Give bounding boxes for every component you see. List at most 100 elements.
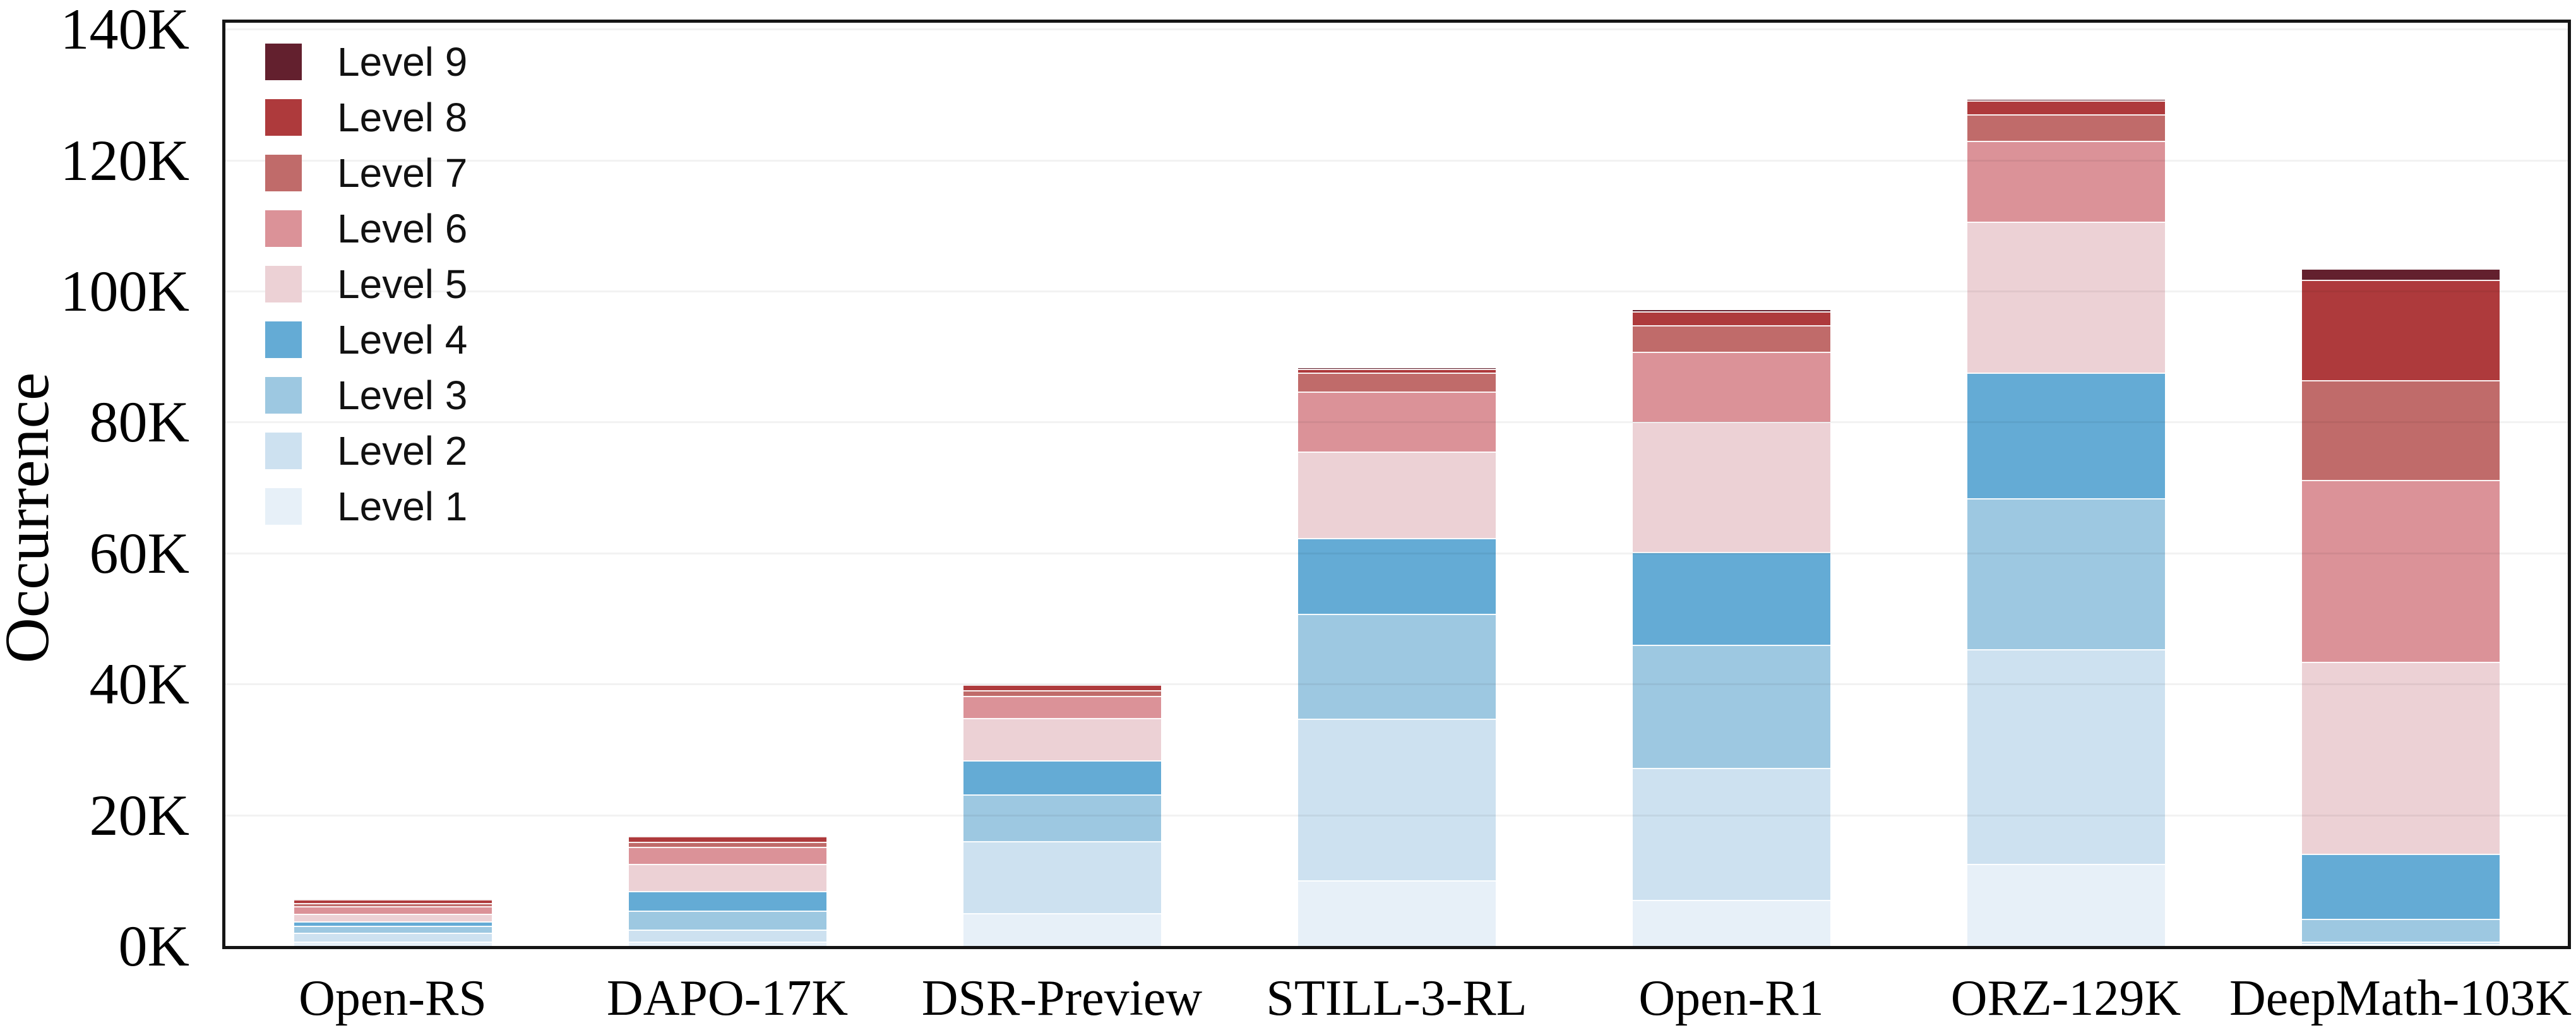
y-tick-label-40K: 40K xyxy=(89,652,189,717)
legend-label: Level 5 xyxy=(337,261,468,307)
segment-separator xyxy=(1967,222,2165,224)
segment-separator xyxy=(1298,392,1496,393)
segment-separator xyxy=(294,921,492,923)
segment-separator xyxy=(1633,551,1830,553)
segment-separator xyxy=(1967,372,2165,374)
bar-open-rs xyxy=(294,23,492,946)
bar-segment-level-7 xyxy=(2302,381,2500,481)
segment-separator xyxy=(294,933,492,935)
bar-segment-level-2 xyxy=(1298,719,1496,882)
segment-separator xyxy=(294,903,492,905)
segment-separator xyxy=(1967,140,2165,142)
segment-separator xyxy=(2302,919,2500,921)
gridline-80k xyxy=(225,421,2568,424)
segment-separator xyxy=(2302,380,2500,382)
segment-separator xyxy=(629,842,826,844)
bar-segment-level-4 xyxy=(1967,373,2165,499)
segment-separator xyxy=(963,760,1161,762)
bar-segment-level-4 xyxy=(294,921,492,927)
x-tick-label-open-r1: Open-R1 xyxy=(1638,971,1824,1026)
legend-label: Level 9 xyxy=(337,39,468,85)
x-tick-label-still-3-rl: STILL-3-RL xyxy=(1266,971,1527,1026)
legend-item-level-6: Level 6 xyxy=(265,206,468,251)
segment-separator xyxy=(2302,942,2500,943)
bar-segment-level-5 xyxy=(963,719,1161,762)
bar-segment-level-1 xyxy=(294,942,492,946)
legend-swatch-icon xyxy=(265,44,302,80)
segment-separator xyxy=(1298,373,1496,374)
bar-segment-level-3 xyxy=(1633,645,1830,769)
segment-separator xyxy=(2302,662,2500,664)
y-tick-label-120K: 120K xyxy=(60,128,189,193)
segment-separator xyxy=(963,912,1161,914)
legend-swatch-icon xyxy=(265,377,302,414)
bar-segment-level-5 xyxy=(2302,662,2500,854)
segment-separator xyxy=(963,685,1161,686)
y-tick-label-100K: 100K xyxy=(60,259,189,324)
bar-segment-level-7 xyxy=(629,842,826,848)
legend-item-level-1: Level 1 xyxy=(265,484,468,529)
segment-separator xyxy=(1633,768,1830,770)
bar-segment-level-1 xyxy=(2302,944,2500,946)
legend-item-level-4: Level 4 xyxy=(265,317,468,362)
bar-segment-level-4 xyxy=(963,761,1161,795)
bar-segment-level-7 xyxy=(1298,373,1496,393)
segment-separator xyxy=(1298,537,1496,539)
bar-segment-level-1 xyxy=(1633,900,1830,946)
segment-separator xyxy=(1633,421,1830,423)
legend-swatch-icon xyxy=(265,210,302,247)
gridline-40k xyxy=(225,683,2568,686)
bar-still-3-rl xyxy=(1298,23,1496,946)
segment-separator xyxy=(294,906,492,908)
legend-label: Level 4 xyxy=(337,317,468,362)
bar-segment-level-5 xyxy=(294,914,492,922)
bar-segment-level-9 xyxy=(1633,310,1830,312)
bar-segment-level-2 xyxy=(294,933,492,943)
segment-separator xyxy=(963,718,1161,720)
bar-orz-129k xyxy=(1967,23,2165,946)
segment-separator xyxy=(629,891,826,893)
legend-label: Level 6 xyxy=(337,206,468,251)
segment-separator xyxy=(629,864,826,866)
segment-separator xyxy=(629,911,826,912)
x-tick-label-dapo-17k: DAPO-17K xyxy=(606,971,849,1026)
x-tick-label-deepmath-103k: DeepMath-103K xyxy=(2229,971,2572,1026)
segment-separator xyxy=(2302,279,2500,281)
segment-separator xyxy=(2302,943,2500,945)
segment-separator xyxy=(1967,498,2165,500)
segment-separator xyxy=(1298,880,1496,882)
legend-label: Level 7 xyxy=(337,150,468,196)
bar-segment-level-6 xyxy=(629,847,826,865)
segment-separator xyxy=(629,941,826,943)
legend-item-level-8: Level 8 xyxy=(265,97,467,138)
bar-segment-level-3 xyxy=(1967,498,2165,650)
bar-segment-level-4 xyxy=(2302,854,2500,920)
segment-separator xyxy=(1298,369,1496,371)
legend-swatch-icon xyxy=(265,433,302,469)
bar-segment-level-9 xyxy=(2302,269,2500,280)
bar-segment-level-1 xyxy=(1298,881,1496,946)
segment-separator xyxy=(963,841,1161,842)
x-tick-label-open-rs: Open-RS xyxy=(299,971,487,1026)
bar-segment-level-6 xyxy=(1298,392,1496,452)
bar-segment-level-8 xyxy=(1633,311,1830,326)
legend-item-level-9: Level 9 xyxy=(265,39,468,85)
segment-separator xyxy=(963,695,1161,697)
bar-segment-level-8 xyxy=(2302,280,2500,381)
y-tick-label-140K: 140K xyxy=(60,0,189,62)
y-tick-label-20K: 20K xyxy=(89,782,189,847)
legend-label: Level 1 xyxy=(337,484,468,529)
gridline-100k xyxy=(225,290,2568,293)
bar-segment-level-2 xyxy=(629,930,826,942)
segment-separator xyxy=(1633,311,1830,313)
legend: Level 9 Level 8 Level 7 Level 6 Level 5 Level… xyxy=(265,39,468,544)
bar-segment-level-4 xyxy=(1298,538,1496,615)
bar-segment-level-5 xyxy=(1967,222,2165,373)
y-tick-label-60K: 60K xyxy=(89,520,189,585)
bar-segment-level-8 xyxy=(1967,101,2165,116)
bar-segment-level-2 xyxy=(2302,942,2500,945)
x-tick-label-orz-129k: ORZ-129K xyxy=(1950,971,2181,1026)
legend-label: Level 3 xyxy=(337,373,468,418)
y-tick-label-80K: 80K xyxy=(89,390,189,455)
